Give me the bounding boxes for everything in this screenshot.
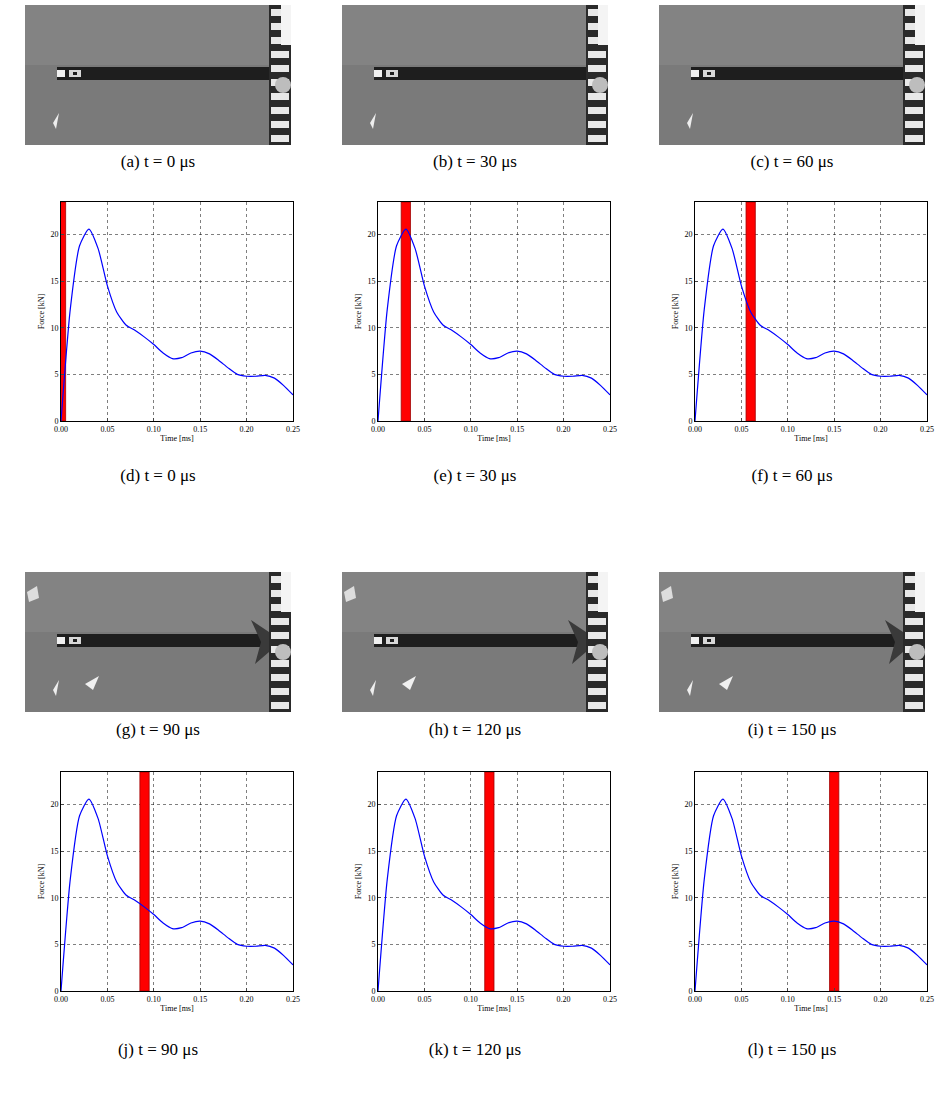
svg-text:10: 10 — [367, 324, 375, 333]
svg-text:15: 15 — [50, 847, 58, 856]
html-text:(c) t = 60 μs: (c) t = 60 μs — [750, 152, 834, 171]
svg-text:0.10: 0.10 — [147, 995, 161, 1004]
svg-text:0.25: 0.25 — [286, 995, 300, 1004]
html-text:(k) t = 120 μs: (k) t = 120 μs — [428, 1040, 522, 1059]
svg-text:15: 15 — [367, 277, 375, 286]
svg-text:10: 10 — [684, 894, 692, 903]
svg-text:15: 15 — [684, 277, 692, 286]
svg-text:10: 10 — [50, 324, 58, 333]
svg-text:0.15: 0.15 — [193, 995, 207, 1004]
html-text:(l) t = 150 μs: (l) t = 150 μs — [747, 1040, 837, 1059]
svg-text:5: 5 — [688, 940, 692, 949]
svg-text:5: 5 — [371, 940, 375, 949]
svg-text:0.00: 0.00 — [54, 425, 68, 434]
svg-text:20: 20 — [50, 800, 58, 809]
svg-text:0.05: 0.05 — [100, 425, 114, 434]
svg-text:0.00: 0.00 — [371, 425, 385, 434]
html-text:(e) t = 30 μs: (e) t = 30 μs — [433, 466, 517, 485]
svg-text:0.15: 0.15 — [193, 425, 207, 434]
svg-text:20: 20 — [50, 230, 58, 239]
svg-text:20: 20 — [367, 230, 375, 239]
svg-text:5: 5 — [54, 370, 58, 379]
html-text:(j) t = 90 μs: (j) t = 90 μs — [118, 1040, 198, 1059]
svg-text:10: 10 — [367, 894, 375, 903]
svg-text:Time [ms]: Time [ms] — [160, 434, 194, 443]
svg-text:0.00: 0.00 — [688, 425, 702, 434]
svg-text:20: 20 — [367, 800, 375, 809]
svg-text:0.20: 0.20 — [874, 995, 888, 1004]
svg-text:0: 0 — [371, 987, 375, 996]
svg-text:0.10: 0.10 — [781, 425, 795, 434]
svg-text:0.05: 0.05 — [417, 995, 431, 1004]
svg-text:0.10: 0.10 — [464, 995, 478, 1004]
svg-text:0.10: 0.10 — [781, 995, 795, 1004]
svg-text:0.05: 0.05 — [417, 425, 431, 434]
svg-text:Force [kN]: Force [kN] — [37, 864, 46, 900]
svg-text:15: 15 — [367, 847, 375, 856]
svg-text:Force [kN]: Force [kN] — [671, 864, 680, 900]
html-text:(d) t = 0 μs: (d) t = 0 μs — [120, 466, 196, 485]
svg-text:5: 5 — [371, 370, 375, 379]
svg-text:Time [ms]: Time [ms] — [477, 434, 511, 443]
svg-text:0.05: 0.05 — [734, 425, 748, 434]
svg-text:20: 20 — [684, 800, 692, 809]
svg-text:15: 15 — [684, 847, 692, 856]
svg-text:0.05: 0.05 — [734, 995, 748, 1004]
svg-text:0.25: 0.25 — [920, 425, 934, 434]
svg-text:0.10: 0.10 — [147, 425, 161, 434]
svg-text:0: 0 — [688, 987, 692, 996]
html-text:(i) t = 150 μs: (i) t = 150 μs — [747, 720, 837, 739]
svg-text:0: 0 — [54, 987, 58, 996]
svg-text:5: 5 — [54, 940, 58, 949]
svg-text:0.20: 0.20 — [874, 425, 888, 434]
svg-text:0.20: 0.20 — [240, 995, 254, 1004]
svg-text:15: 15 — [50, 277, 58, 286]
svg-text:Time [ms]: Time [ms] — [160, 1004, 194, 1013]
svg-text:10: 10 — [50, 894, 58, 903]
svg-text:0.25: 0.25 — [286, 425, 300, 434]
svg-text:Force [kN]: Force [kN] — [671, 294, 680, 330]
svg-text:20: 20 — [684, 230, 692, 239]
svg-text:0: 0 — [371, 417, 375, 426]
svg-text:0.00: 0.00 — [54, 995, 68, 1004]
svg-text:Force [kN]: Force [kN] — [354, 864, 363, 900]
html-text:(b) t = 30 μs: (b) t = 30 μs — [433, 152, 517, 171]
svg-text:0.15: 0.15 — [510, 425, 524, 434]
svg-text:0.10: 0.10 — [464, 425, 478, 434]
svg-text:0.15: 0.15 — [827, 995, 841, 1004]
svg-text:0.05: 0.05 — [100, 995, 114, 1004]
svg-text:0.00: 0.00 — [371, 995, 385, 1004]
html-text:(h) t = 120 μs: (h) t = 120 μs — [428, 720, 522, 739]
svg-text:0.20: 0.20 — [240, 425, 254, 434]
svg-text:0.25: 0.25 — [603, 995, 617, 1004]
svg-text:0.15: 0.15 — [827, 425, 841, 434]
html-text:(a) t = 0 μs: (a) t = 0 μs — [120, 152, 196, 171]
svg-text:Force [kN]: Force [kN] — [37, 294, 46, 330]
svg-text:0: 0 — [54, 417, 58, 426]
svg-text:0: 0 — [688, 417, 692, 426]
svg-text:5: 5 — [688, 370, 692, 379]
svg-text:0.25: 0.25 — [920, 995, 934, 1004]
svg-text:0.20: 0.20 — [557, 995, 571, 1004]
svg-text:Time [ms]: Time [ms] — [794, 434, 828, 443]
svg-text:0.25: 0.25 — [603, 425, 617, 434]
svg-text:Time [ms]: Time [ms] — [794, 1004, 828, 1013]
svg-text:10: 10 — [684, 324, 692, 333]
svg-text:Time [ms]: Time [ms] — [477, 1004, 511, 1013]
svg-text:Force [kN]: Force [kN] — [354, 294, 363, 330]
svg-text:0.20: 0.20 — [557, 425, 571, 434]
svg-text:0.00: 0.00 — [688, 995, 702, 1004]
html-text:(g) t = 90 μs: (g) t = 90 μs — [116, 720, 200, 739]
html-text:(f) t = 60 μs: (f) t = 60 μs — [751, 466, 833, 485]
svg-text:0.15: 0.15 — [510, 995, 524, 1004]
